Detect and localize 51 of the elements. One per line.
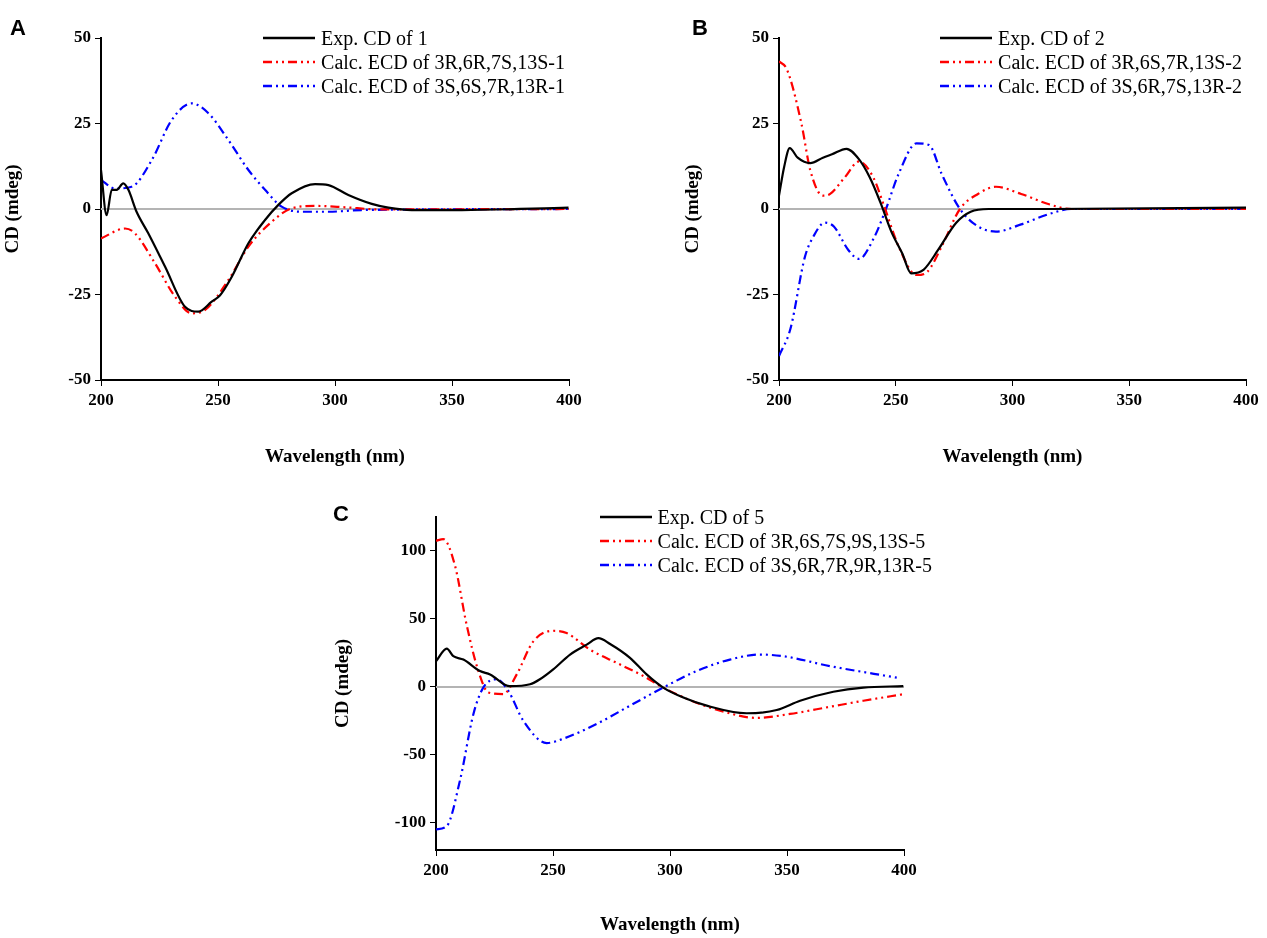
y-tick-label: 100 xyxy=(400,540,426,560)
x-axis-title: Wavelength (nm) xyxy=(265,444,405,467)
text: C xyxy=(333,501,349,526)
x-tick-label: 300 xyxy=(657,859,683,879)
y-axis-title: CD (mdeg) xyxy=(681,164,704,254)
x-tick-label: 250 xyxy=(540,859,566,879)
x-tick-label: 250 xyxy=(205,389,231,409)
y-tick-label: 25 xyxy=(752,112,769,132)
y-tick-label: 0 xyxy=(760,198,769,218)
y-tick-label: -25 xyxy=(746,283,769,303)
y-tick-label: 50 xyxy=(409,608,426,628)
x-tick-label: 200 xyxy=(423,859,449,879)
y-tick-label: -100 xyxy=(394,812,426,832)
y-tick-label: 50 xyxy=(752,27,769,47)
line-series xyxy=(436,653,898,831)
y-tick-label: 0 xyxy=(417,676,426,696)
y-axis-title: CD (mdeg) xyxy=(1,164,24,254)
legend-label: Calc. ECD of 3R,6S,7R,13S-2 xyxy=(998,50,1242,74)
text: B xyxy=(692,15,708,40)
y-tick-label: -50 xyxy=(68,369,91,389)
line-series xyxy=(101,102,569,213)
x-tick-label: 300 xyxy=(322,389,348,409)
legend-label: Calc. ECD of 3S,6R,7R,9R,13R-5 xyxy=(657,553,932,577)
x-tick-label: 400 xyxy=(1233,389,1259,409)
legend-label: Calc. ECD of 3R,6S,7S,9S,13S-5 xyxy=(657,529,926,553)
text: A xyxy=(10,15,26,40)
legend-label: Calc. ECD of 3S,6R,7S,13R-2 xyxy=(998,74,1242,98)
x-tick-label: 350 xyxy=(774,859,800,879)
x-axis-title: Wavelength (nm) xyxy=(942,444,1083,467)
legend-label: Calc. ECD of 3S,6S,7R,13R-1 xyxy=(321,74,565,98)
x-tick-label: 400 xyxy=(891,859,917,879)
x-tick-label: 350 xyxy=(439,389,465,409)
x-tick-label: 200 xyxy=(766,389,792,409)
line-series xyxy=(101,204,569,315)
y-axis-title: CD (mdeg) xyxy=(331,638,354,729)
y-tick-label: -50 xyxy=(403,744,426,764)
y-tick-label: 50 xyxy=(74,27,91,47)
x-tick-label: 250 xyxy=(883,389,909,409)
y-tick-label: 25 xyxy=(74,112,91,132)
legend-label: Exp. CD of 5 xyxy=(657,505,765,529)
x-axis-title: Wavelength (nm) xyxy=(600,912,740,935)
y-tick-label: -50 xyxy=(746,369,769,389)
x-tick-label: 350 xyxy=(1116,389,1142,409)
legend-label: Exp. CD of 2 xyxy=(998,26,1105,50)
y-tick-label: 0 xyxy=(82,198,91,218)
x-tick-label: 200 xyxy=(88,389,114,409)
x-tick-label: 400 xyxy=(556,389,582,409)
y-tick-label: -25 xyxy=(68,283,91,303)
x-tick-label: 300 xyxy=(999,389,1026,409)
legend-label: Exp. CD of 1 xyxy=(321,26,428,50)
legend-label: Calc. ECD of 3R,6R,7S,13S-1 xyxy=(321,50,565,74)
